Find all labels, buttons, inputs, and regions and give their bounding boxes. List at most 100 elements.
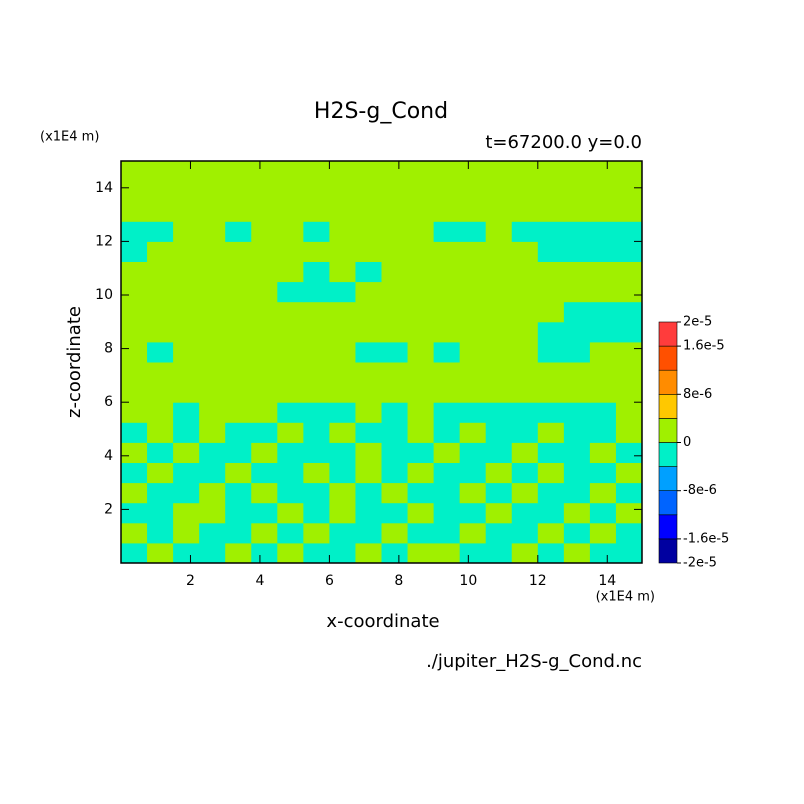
field-cell [225,422,252,443]
field-cell [615,321,643,343]
field-cell [381,462,409,484]
field-cell [225,221,252,242]
field-cell [511,422,539,443]
field-cell [407,261,435,283]
field-cell [303,542,330,564]
field-cell [459,462,487,484]
field-cell [121,241,148,262]
field-cell [225,261,252,283]
field-cell [355,321,382,343]
field-cell [199,221,226,242]
x-tick-label: 2 [186,573,195,589]
field-cell [589,402,617,423]
field-cell [511,181,539,202]
field-cell [225,362,252,383]
field-cell [355,382,382,403]
field-cell [251,221,278,242]
field-cell [563,442,591,463]
field-cell [251,161,278,182]
field-cell [381,362,409,383]
field-cell [121,261,148,283]
field-cell [615,522,643,544]
field-cell [537,341,565,363]
field-cell [485,442,513,463]
field-cell [537,462,565,484]
field-cell [225,241,252,262]
field-cell [355,181,382,202]
field-cell [511,221,539,242]
field-cell [173,522,200,544]
field-cell [381,422,409,443]
field-cell [589,542,617,564]
y-tick-label: 6 [104,394,113,410]
field-cell [303,181,330,202]
field-cell [511,382,539,403]
field-cell [615,422,643,443]
field-cell [563,261,591,283]
field-cell [563,482,591,504]
field-cell [199,542,226,564]
field-cell [251,522,278,544]
field-cell [277,221,304,242]
field-cell [537,382,565,403]
field-cell [511,522,539,544]
field-cell [199,482,226,504]
field-cell [537,241,565,262]
field-cell [459,341,487,363]
field-cell [407,522,435,544]
field-cell [485,362,513,383]
field-cell [277,201,304,222]
field-cell [563,241,591,262]
field-cell [303,442,330,463]
field-cell [199,442,226,463]
field-cell [511,281,539,303]
field-cell [199,201,226,222]
field-cell [563,462,591,484]
field-cell [173,241,200,262]
field-cell [433,161,461,182]
field-cell [615,462,643,484]
field-cell [537,181,565,202]
field-cell [121,362,148,383]
field-cell [329,261,356,283]
x-tick-label: 10 [459,573,477,589]
field-cell [173,201,200,222]
field-cell [537,482,565,504]
field-cell [121,321,148,343]
field-cell [173,341,200,363]
field-cell [511,341,539,363]
field-cell [355,241,382,262]
field-cell [251,442,278,463]
field-cell [355,201,382,222]
field-cell [199,382,226,403]
field-cell [433,281,461,303]
field-cell [199,522,226,544]
field-cell [277,301,304,323]
field-cell [147,301,174,323]
field-cell [615,301,643,323]
field-cell [329,161,356,182]
field-cell [329,402,356,423]
field-cell [459,402,487,423]
field-cell [459,442,487,463]
field-cell [199,301,226,323]
field-cell [121,502,148,524]
field-cell [407,542,435,564]
colorbar-bin [658,490,678,516]
field-cell [615,382,643,403]
field-cell [225,161,252,182]
field-cell [511,301,539,323]
field-cell [303,161,330,182]
y-unit: (x1E4 m) [40,130,99,145]
field-cell [251,201,278,222]
field-cell [459,321,487,343]
field-cell [485,201,513,222]
field-cell [173,462,200,484]
field-cell [511,321,539,343]
field-cell [485,241,513,262]
colorbar-tick-label: 0 [683,435,691,450]
field-cell [485,502,513,524]
field-cell [355,341,382,363]
field-cell [329,221,356,242]
field-cell [589,522,617,544]
